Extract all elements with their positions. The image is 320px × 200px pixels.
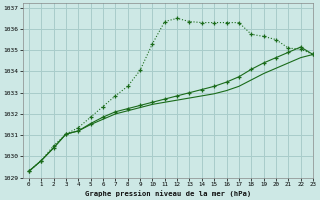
X-axis label: Graphe pression niveau de la mer (hPa): Graphe pression niveau de la mer (hPa) [85, 190, 251, 197]
